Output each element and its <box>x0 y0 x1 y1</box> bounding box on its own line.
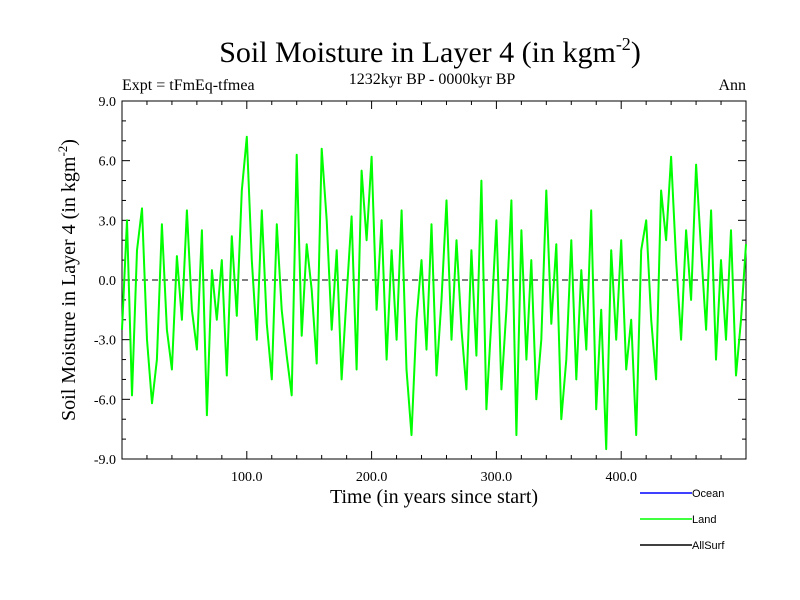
x-tick-label: 400.0 <box>605 470 637 485</box>
y-tick-label: -3.0 <box>94 334 116 349</box>
series-group <box>121 135 747 451</box>
subtitle: 1232kyr BP - 0000kyr BP <box>349 71 516 88</box>
x-axis-label: Time (in years since start) <box>330 486 538 508</box>
season-label: Ann <box>718 77 746 94</box>
series-line-land <box>121 135 747 451</box>
y-tick-label: -9.0 <box>94 453 116 468</box>
legend-label-land: Land <box>692 514 716 526</box>
y-tick-label: 3.0 <box>99 214 117 229</box>
x-tick-label: 100.0 <box>231 470 263 485</box>
x-tick-label: 300.0 <box>481 470 513 485</box>
chart-title: Soil Moisture in Layer 4 (in kgm-2) <box>219 34 641 69</box>
expt-label: Expt = tFmEq-tfmea <box>122 77 255 94</box>
y-tick-label: -6.0 <box>94 393 116 408</box>
legend-label-ocean: Ocean <box>692 488 724 500</box>
x-axis-ticks: 100.0 200.0 300.0 400.0 <box>146 101 722 485</box>
legend-label-allsurf: AllSurf <box>692 540 725 552</box>
y-tick-label: 6.0 <box>99 155 117 170</box>
y-axis-label: Soil Moisture in Layer 4 (in kgm-2) <box>55 139 80 421</box>
x-tick-label: 200.0 <box>356 470 388 485</box>
y-tick-label: 9.0 <box>99 95 117 110</box>
legend: Ocean Land AllSurf <box>640 488 725 552</box>
y-tick-label: 0.0 <box>99 274 117 289</box>
